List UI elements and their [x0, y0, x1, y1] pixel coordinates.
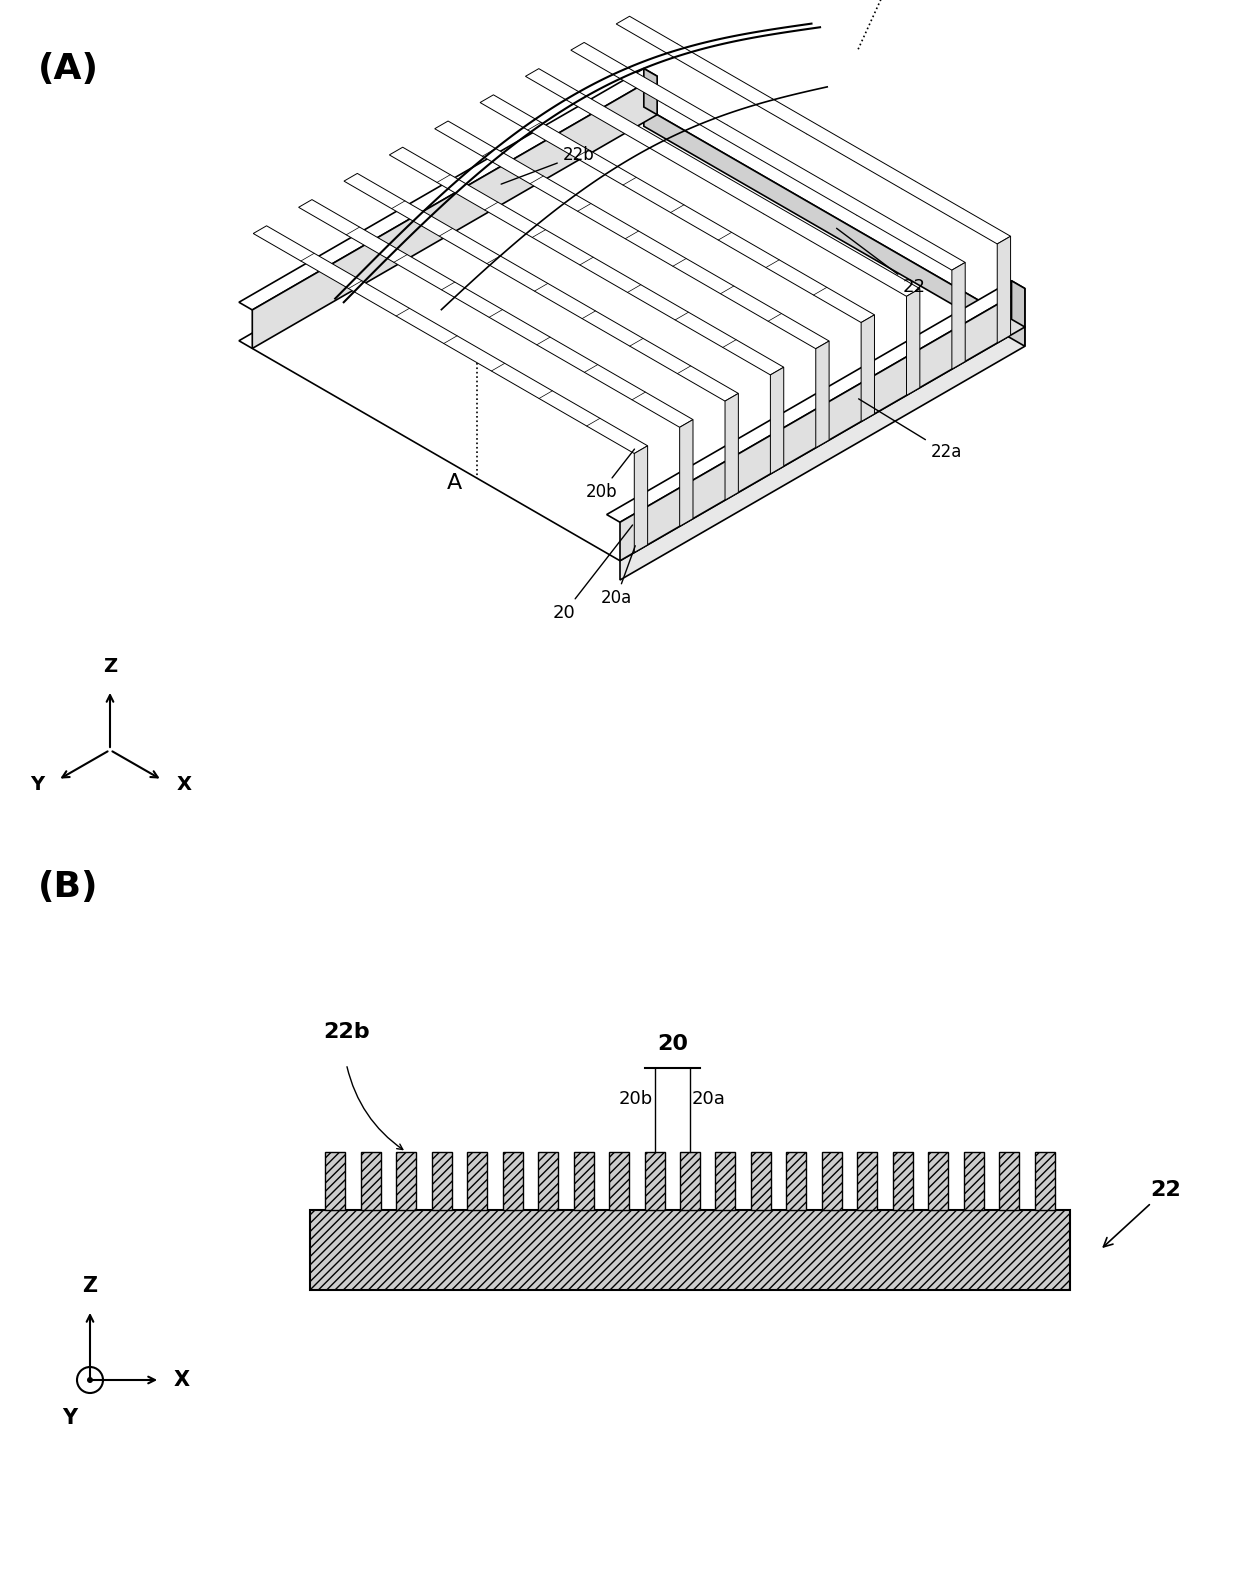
Text: 20: 20: [553, 525, 632, 622]
Text: 20: 20: [657, 1034, 688, 1054]
Bar: [963, 1153, 983, 1210]
Polygon shape: [570, 43, 965, 270]
Polygon shape: [725, 393, 738, 501]
Text: 22b: 22b: [324, 1022, 370, 1041]
Text: 22a: 22a: [858, 399, 962, 461]
Text: 20b: 20b: [619, 1091, 652, 1108]
Polygon shape: [239, 107, 1025, 561]
Bar: [645, 1153, 665, 1210]
Text: Z: Z: [103, 657, 117, 676]
Text: Z: Z: [82, 1277, 98, 1296]
Text: X: X: [174, 1371, 190, 1390]
Bar: [929, 1153, 949, 1210]
Polygon shape: [620, 288, 1025, 561]
Bar: [502, 1153, 523, 1210]
Circle shape: [87, 1377, 93, 1383]
Polygon shape: [252, 76, 657, 348]
Bar: [361, 1153, 381, 1210]
Polygon shape: [770, 367, 784, 474]
Polygon shape: [680, 420, 693, 526]
Text: Y: Y: [62, 1409, 78, 1428]
Polygon shape: [1012, 281, 1025, 328]
Polygon shape: [816, 340, 830, 448]
Polygon shape: [389, 148, 784, 375]
Polygon shape: [435, 121, 830, 348]
Bar: [310, 1210, 1070, 1289]
Polygon shape: [616, 16, 1011, 243]
Text: A: A: [897, 0, 913, 2]
Polygon shape: [239, 68, 657, 310]
Bar: [1034, 1153, 1054, 1210]
Polygon shape: [606, 281, 1025, 522]
Text: 20a: 20a: [600, 545, 635, 607]
Bar: [999, 1153, 1019, 1210]
Polygon shape: [952, 262, 965, 369]
Bar: [822, 1153, 842, 1210]
Bar: [751, 1153, 771, 1210]
Polygon shape: [644, 107, 1025, 347]
Polygon shape: [526, 68, 920, 296]
Text: X: X: [176, 776, 191, 795]
Bar: [432, 1153, 451, 1210]
Polygon shape: [480, 95, 874, 323]
Text: 20b: 20b: [585, 448, 635, 501]
Polygon shape: [906, 289, 920, 396]
Bar: [680, 1153, 701, 1210]
Bar: [715, 1153, 735, 1210]
Text: 22: 22: [1104, 1180, 1180, 1247]
Bar: [574, 1153, 594, 1210]
Text: 20a: 20a: [692, 1091, 725, 1108]
Polygon shape: [299, 200, 693, 428]
Bar: [609, 1153, 629, 1210]
Polygon shape: [620, 328, 1025, 580]
Bar: [397, 1153, 417, 1210]
Text: 22: 22: [837, 229, 926, 296]
Bar: [857, 1153, 877, 1210]
Polygon shape: [253, 226, 647, 453]
Bar: [786, 1153, 806, 1210]
Bar: [893, 1153, 913, 1210]
Polygon shape: [997, 237, 1011, 343]
Polygon shape: [644, 68, 657, 114]
Polygon shape: [343, 173, 738, 401]
Bar: [325, 1153, 346, 1210]
Text: 22b: 22b: [501, 146, 594, 184]
Text: (A): (A): [38, 52, 99, 86]
Bar: [538, 1153, 558, 1210]
Text: Y: Y: [30, 776, 43, 795]
Text: (B): (B): [38, 870, 98, 905]
Polygon shape: [861, 315, 874, 421]
Polygon shape: [635, 445, 647, 552]
Text: A: A: [446, 474, 463, 493]
Bar: [467, 1153, 487, 1210]
